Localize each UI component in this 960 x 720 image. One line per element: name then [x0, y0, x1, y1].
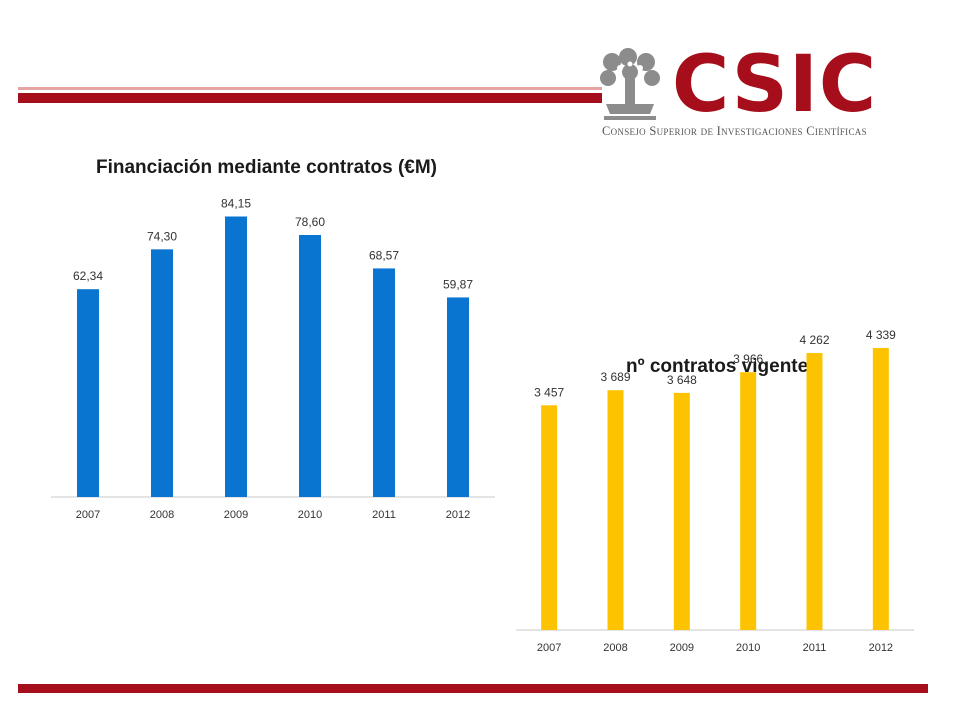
x-tick-label-2012: 2012	[869, 642, 893, 654]
x-tick-label-2008: 2008	[603, 642, 627, 654]
logo-subtitle: Consejo Superior de Investigaciones Cien…	[602, 124, 867, 138]
x-tick-label-2009: 2009	[224, 509, 248, 521]
bar-2011	[806, 352, 823, 630]
x-tick-label-2007: 2007	[76, 509, 100, 521]
bar-2007	[77, 289, 99, 497]
data-label-2008: 3 689	[600, 370, 630, 384]
header-rule	[18, 93, 602, 103]
bar-2012	[447, 297, 469, 497]
x-tick-label-2012: 2012	[446, 509, 470, 521]
data-label-2007: 62,34	[73, 269, 103, 283]
data-label-2009: 84,15	[221, 197, 251, 211]
x-tick-label-2010: 2010	[298, 509, 322, 521]
bar-2008	[607, 390, 624, 630]
logo-wordmark: CSIC	[672, 40, 878, 130]
data-label-2007: 3 457	[534, 385, 564, 399]
bar-2009	[225, 216, 247, 497]
data-label-2011: 4 262	[799, 333, 829, 347]
bar-2010	[299, 235, 321, 497]
x-tick-label-2007: 2007	[537, 642, 561, 654]
data-label-2010: 3 966	[733, 352, 763, 366]
header-rule-light	[18, 87, 602, 90]
data-label-2008: 74,30	[147, 229, 177, 243]
bar-2009	[673, 392, 690, 630]
data-label-2012: 4 339	[866, 328, 896, 342]
bar-2012	[872, 347, 889, 630]
bar-2010	[740, 372, 757, 630]
footer-rule	[18, 684, 928, 693]
data-label-2009: 3 648	[667, 373, 697, 387]
x-tick-label-2009: 2009	[670, 642, 694, 654]
chart-title-contratos: nº contratos vigentes	[626, 356, 819, 377]
x-tick-label-2011: 2011	[803, 642, 827, 654]
csic-logo: CSIC Consejo Superior de Investigaciones…	[598, 40, 943, 146]
bar-2008	[151, 249, 173, 497]
bar-2007	[541, 405, 558, 630]
x-tick-label-2008: 2008	[150, 509, 174, 521]
data-label-2012: 59,87	[443, 277, 473, 291]
x-tick-label-2010: 2010	[736, 642, 760, 654]
chart-title-financiacion: Financiación mediante contratos (€M)	[96, 157, 437, 178]
data-label-2010: 78,60	[295, 215, 325, 229]
data-label-2011: 68,57	[369, 248, 399, 262]
x-tick-label-2011: 2011	[372, 509, 396, 521]
csic-tree-emblem-icon	[600, 48, 660, 120]
bar-2011	[373, 268, 395, 497]
